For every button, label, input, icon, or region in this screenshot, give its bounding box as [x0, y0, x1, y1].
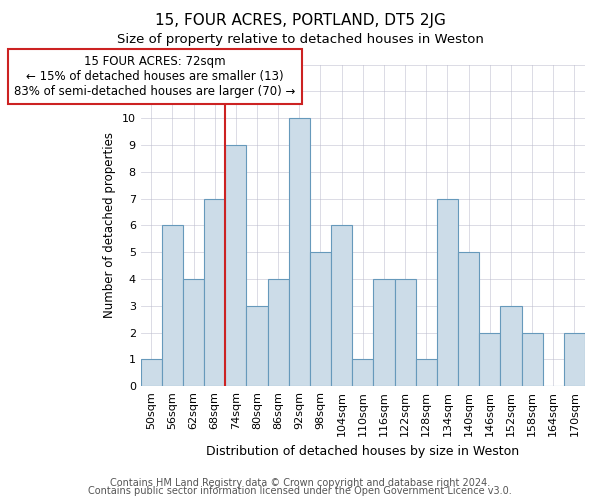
Bar	[500, 306, 521, 386]
Bar	[564, 332, 585, 386]
Bar	[183, 279, 204, 386]
Bar	[373, 279, 395, 386]
Y-axis label: Number of detached properties: Number of detached properties	[103, 132, 116, 318]
Text: Contains HM Land Registry data © Crown copyright and database right 2024.: Contains HM Land Registry data © Crown c…	[110, 478, 490, 488]
Text: 15 FOUR ACRES: 72sqm
← 15% of detached houses are smaller (13)
83% of semi-detac: 15 FOUR ACRES: 72sqm ← 15% of detached h…	[14, 55, 296, 98]
Bar	[310, 252, 331, 386]
Bar	[289, 118, 310, 386]
Bar	[247, 306, 268, 386]
Bar	[416, 360, 437, 386]
Bar	[331, 226, 352, 386]
Bar	[225, 145, 247, 386]
Bar	[268, 279, 289, 386]
Bar	[204, 198, 225, 386]
Text: Size of property relative to detached houses in Weston: Size of property relative to detached ho…	[116, 32, 484, 46]
Bar	[437, 198, 458, 386]
Text: Contains public sector information licensed under the Open Government Licence v3: Contains public sector information licen…	[88, 486, 512, 496]
Text: 15, FOUR ACRES, PORTLAND, DT5 2JG: 15, FOUR ACRES, PORTLAND, DT5 2JG	[155, 12, 445, 28]
Bar	[521, 332, 542, 386]
Bar	[352, 360, 373, 386]
Bar	[140, 360, 162, 386]
Bar	[395, 279, 416, 386]
Bar	[458, 252, 479, 386]
Bar	[162, 226, 183, 386]
X-axis label: Distribution of detached houses by size in Weston: Distribution of detached houses by size …	[206, 444, 520, 458]
Bar	[479, 332, 500, 386]
